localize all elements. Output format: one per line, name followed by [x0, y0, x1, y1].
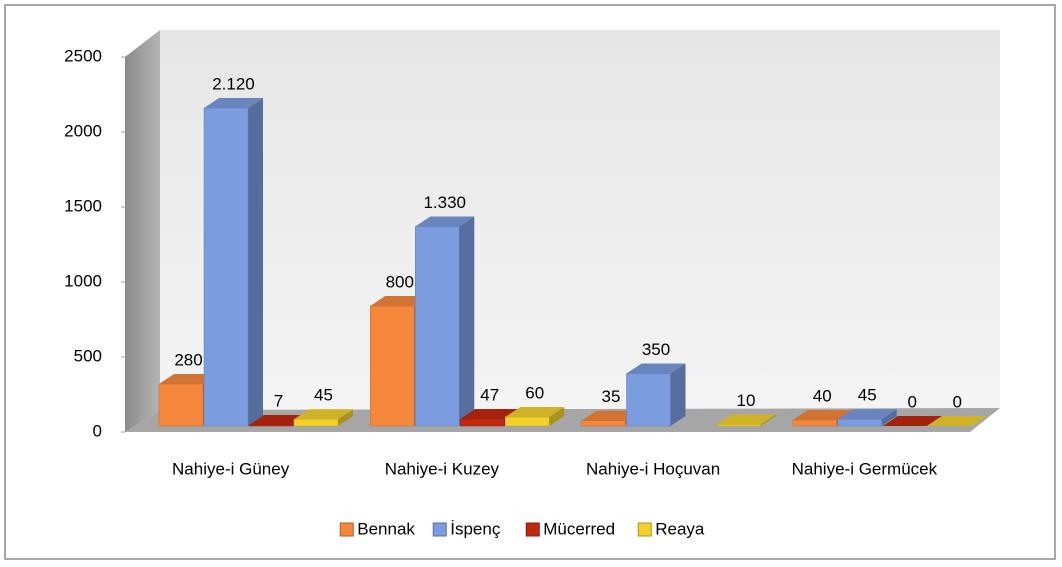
bar-side [338, 409, 353, 426]
bar [158, 383, 204, 427]
data-label: 800 [386, 272, 414, 291]
bar [716, 424, 761, 427]
legend-swatch [525, 522, 540, 537]
legend-swatch [637, 522, 652, 537]
data-label: 10 [737, 391, 756, 410]
y-tick-label: 500 [74, 346, 102, 365]
bar-top [626, 363, 686, 374]
bar-side [881, 409, 897, 426]
data-label: 1.330 [423, 193, 466, 212]
bar-side [459, 216, 475, 426]
bar [370, 305, 415, 427]
bar-top [882, 416, 942, 426]
data-label: 45 [858, 386, 877, 405]
bar [626, 373, 671, 427]
bar-side [670, 363, 686, 426]
back-wall [160, 30, 1000, 410]
y-tick-label: 1000 [64, 271, 102, 290]
data-label: 47 [480, 385, 499, 404]
data-label: 40 [813, 386, 832, 405]
legend-label: Mücerred [543, 519, 615, 538]
bar [581, 420, 626, 427]
bar-top [581, 410, 641, 421]
bar-top [249, 414, 308, 425]
x-tick-label: Nahiye-i Güney [172, 459, 290, 478]
data-label: 35 [602, 387, 621, 406]
bar [792, 419, 837, 427]
bar [293, 419, 339, 427]
bar-top [415, 216, 475, 227]
legend-label: Bennak [357, 519, 415, 538]
bar-top [370, 296, 430, 306]
legend-swatch [339, 522, 354, 537]
y-tick-label: 2000 [64, 121, 102, 140]
data-label: 280 [174, 350, 202, 369]
x-tick-label: Nahiye-i Hoçuvan [586, 459, 720, 478]
bar-side [760, 414, 776, 426]
bar [248, 424, 294, 427]
data-label: 350 [642, 340, 670, 359]
legend-label: İspenç [450, 519, 501, 538]
side-wall [125, 30, 160, 432]
data-label: 0 [908, 392, 917, 411]
data-label: 45 [314, 386, 333, 405]
bar [837, 419, 882, 427]
bar-top [159, 374, 218, 384]
bar-top [204, 98, 263, 108]
bar-top [792, 410, 852, 420]
bar-top [460, 408, 520, 419]
data-label: 0 [953, 392, 962, 411]
y-tick-label: 2500 [64, 46, 102, 65]
bar-side [248, 98, 263, 426]
bar-top [294, 409, 353, 420]
bar [203, 107, 249, 427]
y-tick-label: 1500 [64, 196, 102, 215]
bar [460, 418, 505, 427]
bar-top [716, 414, 776, 425]
bar-top [927, 416, 987, 426]
bar-top [505, 407, 565, 417]
legend-label: Reaya [655, 519, 705, 538]
data-label: 60 [525, 383, 544, 402]
data-label: 7 [274, 391, 283, 410]
bar-side [549, 407, 565, 426]
x-tick-label: Nahiye-i Kuzey [385, 459, 500, 478]
legend-swatch [432, 522, 447, 537]
bar [505, 416, 550, 427]
data-label: 2.120 [212, 74, 255, 93]
y-tick-label: 0 [93, 421, 102, 440]
bar [415, 226, 460, 427]
bar-top [837, 409, 897, 420]
x-tick-label: Nahiye-i Germücek [792, 459, 938, 478]
